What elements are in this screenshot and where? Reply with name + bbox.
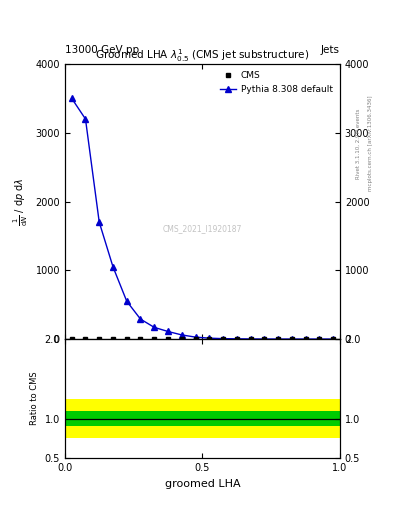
Bar (326, 399, 340, 438)
CMS (83, 336, 88, 342)
CMS (138, 336, 143, 342)
Pythia 8.308 default (262, 336, 267, 342)
Text: 13000 GeV pp: 13000 GeV pp (65, 45, 139, 55)
Bar (202, 399, 216, 438)
Pythia 8.308 default (303, 336, 308, 342)
Pythia 8.308 default (138, 316, 143, 322)
Bar (326, 411, 340, 426)
Pythia 8.308 default (276, 336, 281, 342)
CMS (221, 336, 226, 342)
Bar (106, 411, 120, 426)
Text: Rivet 3.1.10, 2.9M events: Rivet 3.1.10, 2.9M events (356, 108, 361, 179)
Pythia 8.308 default (125, 298, 129, 304)
Pythia 8.308 default (207, 335, 212, 341)
Pythia 8.308 default (97, 219, 101, 225)
Title: Groomed LHA $\lambda^{1}_{0.5}$ (CMS jet substructure): Groomed LHA $\lambda^{1}_{0.5}$ (CMS jet… (95, 47, 310, 64)
Pythia 8.308 default (331, 336, 336, 342)
CMS (111, 336, 116, 342)
Line: CMS: CMS (69, 336, 336, 342)
CMS (97, 336, 101, 342)
Text: CMS_2021_I1920187: CMS_2021_I1920187 (163, 225, 242, 233)
X-axis label: groomed LHA: groomed LHA (165, 479, 240, 488)
CMS (331, 336, 336, 342)
Pythia 8.308 default (248, 336, 253, 342)
Bar (299, 399, 312, 438)
CMS (166, 336, 171, 342)
CMS (179, 336, 184, 342)
Bar (189, 399, 202, 438)
CMS (152, 336, 156, 342)
Bar (134, 411, 147, 426)
CMS (125, 336, 129, 342)
CMS (207, 336, 212, 342)
Text: Jets: Jets (321, 45, 340, 55)
Bar (92, 399, 106, 438)
Bar (285, 399, 299, 438)
Bar (216, 399, 230, 438)
CMS (289, 336, 294, 342)
CMS (193, 336, 198, 342)
Pythia 8.308 default (317, 336, 322, 342)
Bar (312, 399, 326, 438)
Bar (257, 411, 271, 426)
Bar (244, 399, 257, 438)
Bar (285, 411, 299, 426)
Pythia 8.308 default (289, 336, 294, 342)
Bar (244, 411, 257, 426)
CMS (317, 336, 322, 342)
Bar (120, 411, 134, 426)
Bar (216, 411, 230, 426)
Bar (175, 399, 189, 438)
CMS (69, 336, 74, 342)
Bar (175, 411, 189, 426)
Bar (147, 399, 161, 438)
Pythia 8.308 default (83, 116, 88, 122)
Bar (134, 399, 147, 438)
CMS (262, 336, 267, 342)
CMS (248, 336, 253, 342)
Bar (257, 399, 271, 438)
Bar (120, 399, 134, 438)
Bar (230, 399, 244, 438)
Bar (65, 399, 79, 438)
Pythia 8.308 default (234, 336, 239, 342)
Bar (189, 411, 202, 426)
Text: mcplots.cern.ch [arXiv:1306.3436]: mcplots.cern.ch [arXiv:1306.3436] (368, 96, 373, 191)
CMS (303, 336, 308, 342)
Pythia 8.308 default (193, 334, 198, 340)
Pythia 8.308 default (69, 95, 74, 101)
Bar (106, 399, 120, 438)
Bar (230, 411, 244, 426)
Bar (161, 411, 175, 426)
Line: Pythia 8.308 default: Pythia 8.308 default (69, 96, 336, 342)
Pythia 8.308 default (221, 335, 226, 342)
Bar (271, 411, 285, 426)
Bar (271, 399, 285, 438)
Bar (65, 411, 79, 426)
Bar (147, 411, 161, 426)
Pythia 8.308 default (179, 332, 184, 338)
Pythia 8.308 default (166, 328, 171, 334)
Bar (312, 411, 326, 426)
Y-axis label: Ratio to CMS: Ratio to CMS (30, 372, 39, 425)
CMS (234, 336, 239, 342)
Pythia 8.308 default (111, 264, 116, 270)
Legend: CMS, Pythia 8.308 default: CMS, Pythia 8.308 default (217, 69, 336, 96)
Bar (299, 411, 312, 426)
Y-axis label: $\frac{1}{\mathrm{d}N}$ / $\mathrm{d}p\ \mathrm{d}\lambda$: $\frac{1}{\mathrm{d}N}$ / $\mathrm{d}p\ … (11, 177, 30, 226)
Bar (92, 411, 106, 426)
CMS (276, 336, 281, 342)
Bar (202, 411, 216, 426)
Bar (79, 399, 92, 438)
Pythia 8.308 default (152, 324, 156, 330)
Bar (79, 411, 92, 426)
Bar (161, 399, 175, 438)
